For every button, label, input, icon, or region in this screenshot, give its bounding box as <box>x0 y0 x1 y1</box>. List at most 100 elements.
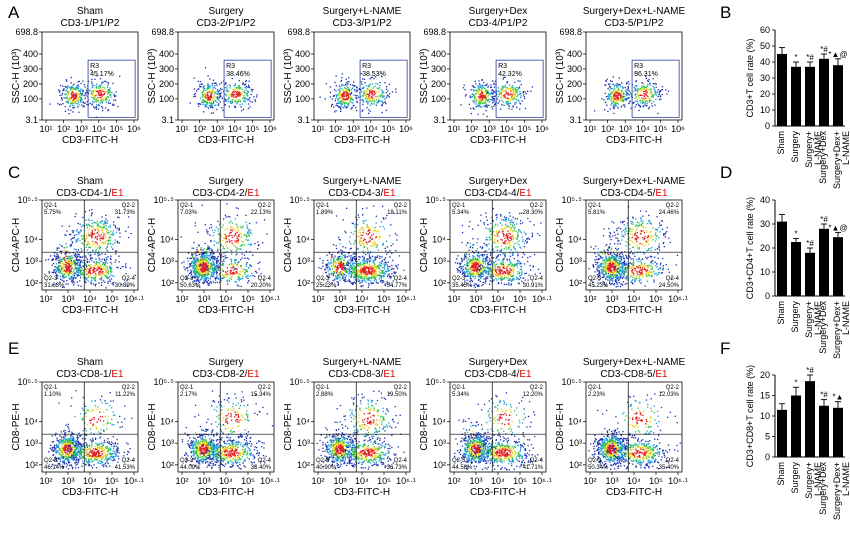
flow-plot-event <box>366 242 368 244</box>
flow-plot-event <box>238 260 240 263</box>
gate-percentage: 38.53% <box>362 71 386 78</box>
flow-plot-event <box>203 256 205 258</box>
flow-plot-event <box>511 96 513 98</box>
flow-plot-event <box>87 276 90 278</box>
flow-plot-event <box>194 273 197 275</box>
flow-plot-event <box>102 241 104 243</box>
flow-plot-event <box>64 265 67 267</box>
flow-plot-event <box>99 270 101 272</box>
flow-plot-event <box>356 97 358 100</box>
flow-plot-event <box>225 83 227 85</box>
flow-plot-event <box>186 276 188 278</box>
flow-plot-event <box>210 93 212 95</box>
flow-plot-event <box>337 98 339 100</box>
flow-plot-event <box>338 259 341 261</box>
flow-plot-event <box>207 90 209 92</box>
flow-plot-event <box>494 103 497 106</box>
flow-plot-event <box>71 95 73 97</box>
flow-plot-event <box>233 245 235 247</box>
flow-plot-event <box>385 109 387 112</box>
flow-plot-event <box>356 235 358 238</box>
flow-plot-event <box>506 82 508 84</box>
flow-plot-event <box>476 104 479 107</box>
flow-plot-event <box>225 99 228 101</box>
flow-plot-event <box>353 81 355 83</box>
flow-plot-event <box>196 279 198 281</box>
flow-plot-event <box>58 262 61 264</box>
flow-plot-event <box>207 282 209 285</box>
flow-plot-event <box>229 95 231 97</box>
flow-plot-event <box>207 75 209 77</box>
flow-plot-event <box>222 247 224 249</box>
flow-plot-event <box>643 95 646 98</box>
flow-plot-event <box>60 272 62 274</box>
flow-plot-event <box>630 95 632 98</box>
flow-plot-event <box>231 275 233 277</box>
flow-plot-event <box>107 101 110 103</box>
flow-plot-event <box>241 110 243 112</box>
flow-plot-event <box>240 278 242 280</box>
flow-plot-event <box>500 99 503 101</box>
flow-plot-event <box>70 239 72 241</box>
flow-plot-event <box>208 102 211 104</box>
flow-plot-event <box>346 90 349 92</box>
flow-plot-event <box>639 90 642 92</box>
flow-plot-event <box>370 76 373 79</box>
flow-plot-event <box>485 93 488 96</box>
flow-plot-event <box>481 98 484 100</box>
flow-plot-event <box>485 91 487 93</box>
flow-plot-event <box>624 90 627 92</box>
flow-plot-event <box>82 89 84 92</box>
flow-plot-event <box>206 257 208 259</box>
flow-plot-event <box>231 250 233 252</box>
flow-plot-event <box>372 99 374 101</box>
flow-plot-event <box>211 104 213 107</box>
flow-plot-event <box>209 97 211 100</box>
flow-plot-event <box>197 260 199 262</box>
flow-plot-event <box>86 95 88 97</box>
flow-plot-event <box>477 92 479 94</box>
flow-plot-event <box>126 280 128 282</box>
flow-plot-event <box>201 270 203 272</box>
flow-plot-event <box>339 106 341 108</box>
flow-plot-event <box>191 255 194 258</box>
flow-plot-event <box>252 254 254 256</box>
flow-plot-event <box>503 76 505 79</box>
flow-plot-event <box>91 257 93 260</box>
flow-plot-event <box>76 239 78 241</box>
flow-plot-event <box>118 242 121 244</box>
flow-plot-event <box>487 90 489 92</box>
flow-plot-event <box>331 98 333 100</box>
flow-plot-event <box>611 102 613 105</box>
flow-plot-event <box>205 274 207 276</box>
flow-plot-event <box>369 237 371 239</box>
flow-plot-event <box>230 261 232 263</box>
flow-plot-event <box>106 245 109 247</box>
flow-plot-event <box>345 255 347 258</box>
flow-plot-event <box>337 252 339 254</box>
flow-plot-event <box>617 97 620 99</box>
flow-plot-event <box>226 203 228 205</box>
flow-plot-event <box>66 272 68 275</box>
flow-plot-event <box>382 242 384 245</box>
flow-plot-event <box>646 85 648 88</box>
flow-plot-event <box>98 282 100 284</box>
flow-plot-event <box>68 268 71 270</box>
flow-plot-event <box>511 94 513 96</box>
flow-plot-event <box>643 88 646 90</box>
flow-plot-event <box>77 102 80 104</box>
flow-plot-event <box>192 270 194 272</box>
flow-plot-event <box>608 96 610 98</box>
flow-plot-event <box>194 264 196 266</box>
flow-plot-event <box>338 261 341 264</box>
flow-plot-event <box>383 95 385 97</box>
flow-plot-event <box>125 273 127 275</box>
flow-plot-event <box>347 89 349 91</box>
flow-plot-event <box>205 104 207 107</box>
flow-plot-event <box>475 92 477 95</box>
y-tick-label: 3.1 <box>569 115 582 125</box>
flow-plot-event <box>243 254 246 256</box>
flow-plot-event <box>370 89 372 91</box>
flow-plot-event <box>237 228 239 230</box>
flow-plot: ShamCD3-1/P1/P2R345.17%698.8400300200100… <box>11 6 141 146</box>
